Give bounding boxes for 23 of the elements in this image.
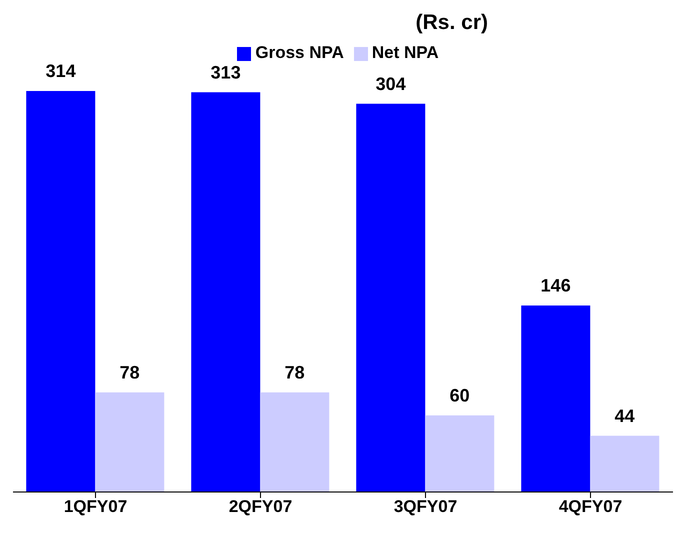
legend-label: Gross NPA — [255, 43, 344, 62]
x-tick-label: 4QFY07 — [558, 497, 622, 516]
bar — [26, 91, 96, 492]
bar — [191, 92, 260, 492]
bar — [425, 415, 494, 492]
data-label: 78 — [284, 362, 305, 382]
data-label: 146 — [540, 276, 571, 296]
bar — [521, 306, 590, 492]
bar — [260, 392, 330, 492]
data-label: 313 — [210, 62, 241, 82]
data-label: 314 — [46, 61, 76, 81]
legend-label: Net NPA — [372, 43, 439, 62]
bar — [590, 436, 660, 492]
x-tick-label: 2QFY07 — [228, 497, 292, 516]
data-label: 78 — [120, 362, 140, 382]
bar — [95, 392, 164, 492]
data-label: 44 — [614, 406, 635, 426]
x-tick-label: 1QFY07 — [64, 497, 128, 516]
chart-title: (Rs. cr) — [414, 10, 489, 36]
bar — [356, 104, 426, 492]
data-label: 304 — [376, 74, 406, 94]
x-tick-label: 3QFY07 — [394, 497, 458, 516]
data-label: 60 — [450, 385, 470, 406]
